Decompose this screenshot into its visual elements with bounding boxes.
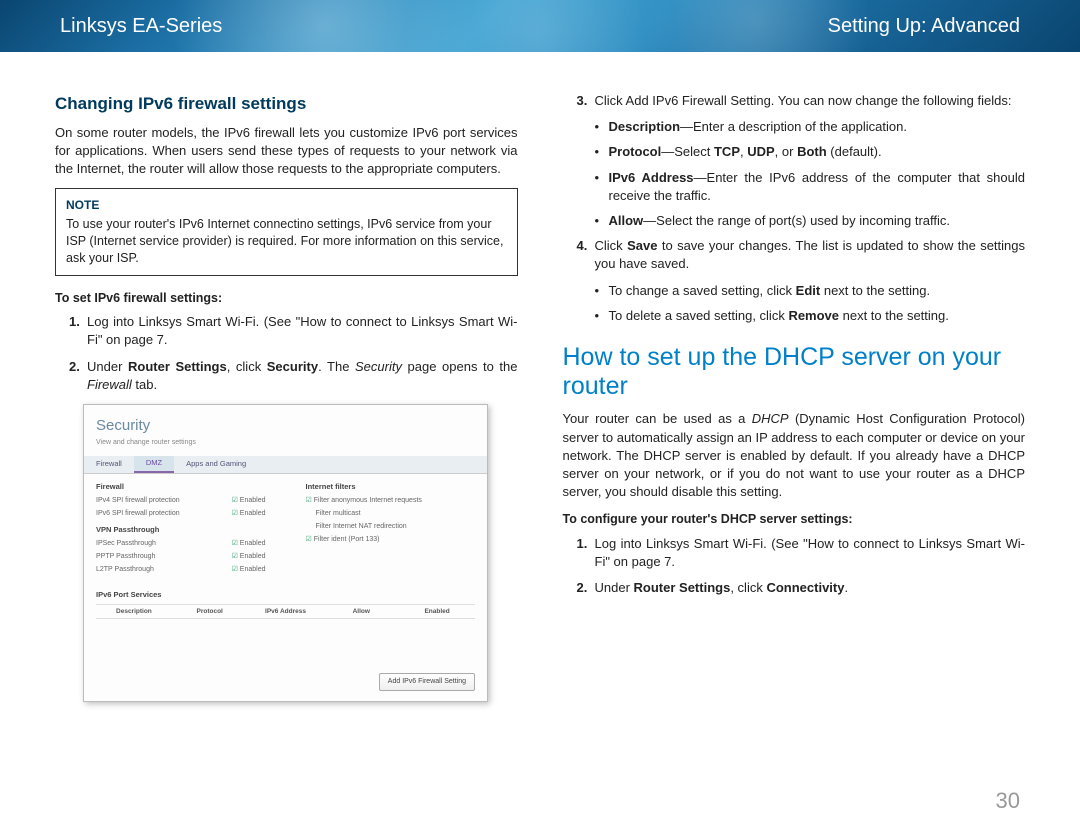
ss-button-row: Add IPv6 Firewall Setting	[84, 667, 487, 701]
tab-dmz[interactable]: DMZ	[134, 456, 174, 473]
step-4: Click Save to save your changes. The lis…	[577, 237, 1026, 273]
left-column: Changing IPv6 firewall settings On some …	[55, 92, 518, 702]
dhcp-step-2: Under Router Settings, click Connectivit…	[577, 579, 1026, 597]
step-2: Under Router Settings, click Security. T…	[69, 358, 518, 394]
right-column: Click Add IPv6 Firewall Setting. You can…	[563, 92, 1026, 702]
ss-table-head: Description Protocol IPv6 Address Allow …	[96, 604, 475, 619]
bullet-remove: To delete a saved setting, click Remove …	[595, 307, 1026, 325]
ss-tabs: Firewall DMZ Apps and Gaming	[84, 456, 487, 474]
ss-table-body	[96, 619, 475, 659]
header-left-title: Linksys EA-Series	[60, 15, 222, 38]
section-heading-ipv6: Changing IPv6 firewall settings	[55, 92, 518, 116]
dhcp-proc-label: To configure your router's DHCP server s…	[563, 511, 1026, 529]
ps-label: IPv6 Port Services	[96, 590, 475, 601]
note-text: To use your router's IPv6 Internet conne…	[66, 216, 507, 267]
security-screenshot: Security View and change router settings…	[83, 404, 488, 702]
bullet-description: Description—Enter a description of the a…	[595, 118, 1026, 136]
intro-paragraph: On some router models, the IPv6 firewall…	[55, 124, 518, 179]
dhcp-steps: Log into Linksys Smart Wi-Fi. (See "How …	[577, 535, 1026, 598]
dhcp-paragraph: Your router can be used as a DHCP (Dynam…	[563, 410, 1026, 501]
header-right-title: Setting Up: Advanced	[828, 15, 1020, 38]
bullet-ipv6-address: IPv6 Address—Enter the IPv6 address of t…	[595, 169, 1026, 205]
note-box: NOTE To use your router's IPv6 Internet …	[55, 188, 518, 275]
vpn-label: VPN Passthrough	[96, 525, 266, 536]
ss-body: Firewall IPv4 SPI firewall protectionEna…	[84, 474, 487, 586]
dhcp-heading: How to set up the DHCP server on your ro…	[563, 343, 1026, 401]
ss-title: Security	[84, 405, 487, 438]
ss-left-col: Firewall IPv4 SPI firewall protectionEna…	[96, 482, 266, 578]
fw-label: Firewall	[96, 482, 266, 493]
bullet-protocol: Protocol—Select TCP, UDP, or Both (defau…	[595, 143, 1026, 161]
dhcp-step-1: Log into Linksys Smart Wi-Fi. (See "How …	[577, 535, 1026, 571]
add-ipv6-button[interactable]: Add IPv6 Firewall Setting	[379, 673, 475, 691]
if-label: Internet filters	[306, 482, 476, 493]
ss-right-col: Internet filters Filter anonymous Intern…	[306, 482, 476, 578]
tab-firewall[interactable]: Firewall	[84, 456, 134, 473]
ss-port-services: IPv6 Port Services Description Protocol …	[84, 586, 487, 668]
note-label: NOTE	[66, 197, 507, 214]
step-1: Log into Linksys Smart Wi-Fi. (See "How …	[69, 313, 518, 349]
bullet-allow: Allow—Select the range of port(s) used b…	[595, 212, 1026, 230]
ss-subtitle: View and change router settings	[84, 438, 487, 456]
step-3: Click Add IPv6 Firewall Setting. You can…	[577, 92, 1026, 110]
ipv6-steps: Log into Linksys Smart Wi-Fi. (See "How …	[69, 313, 518, 394]
ipv6-steps-cont: Click Add IPv6 Firewall Setting. You can…	[577, 92, 1026, 110]
page-header: Linksys EA-Series Setting Up: Advanced	[0, 0, 1080, 52]
tab-apps[interactable]: Apps and Gaming	[174, 456, 258, 473]
ipv6-steps-4: Click Save to save your changes. The lis…	[577, 237, 1026, 273]
bullet-edit: To change a saved setting, click Edit ne…	[595, 282, 1026, 300]
save-bullets: To change a saved setting, click Edit ne…	[595, 282, 1026, 325]
page-number: 30	[996, 788, 1020, 814]
procedure-label: To set IPv6 firewall settings:	[55, 290, 518, 308]
field-bullets: Description—Enter a description of the a…	[595, 118, 1026, 230]
page-content: Changing IPv6 firewall settings On some …	[0, 52, 1080, 722]
